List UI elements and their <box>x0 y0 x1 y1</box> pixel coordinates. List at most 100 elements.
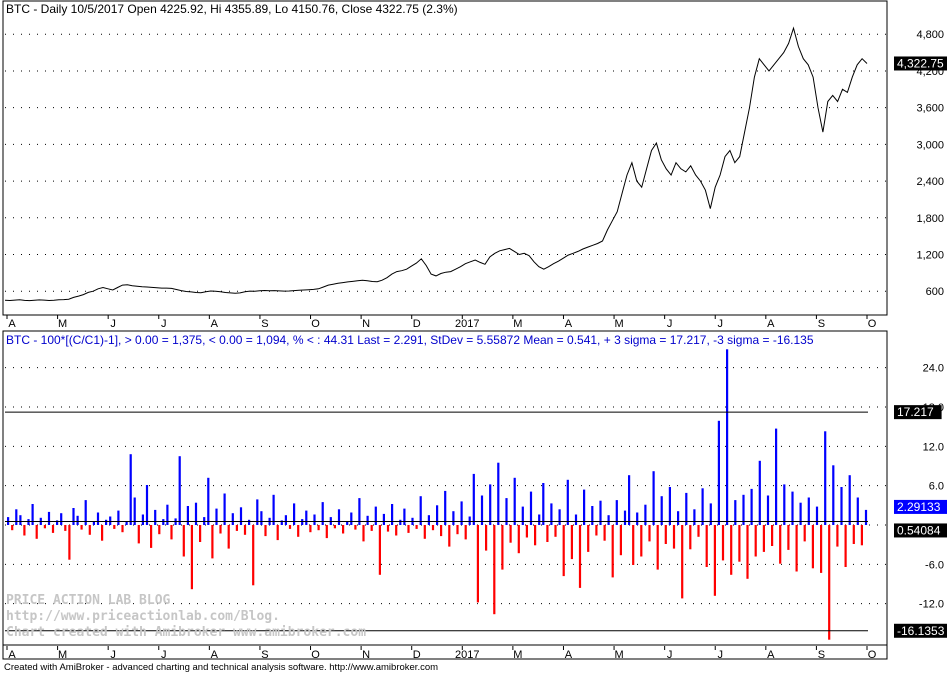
positive-bar <box>758 460 761 525</box>
positive-bar <box>574 514 578 525</box>
positive-bar <box>660 496 663 525</box>
negative-bar <box>440 525 443 537</box>
positive-bar <box>125 521 128 525</box>
negative-bar <box>227 525 230 549</box>
negative-bar <box>554 525 557 537</box>
price-x-label: A <box>767 318 775 330</box>
positive-bar <box>105 519 108 525</box>
negative-bar <box>288 525 292 529</box>
positive-bar <box>742 494 745 525</box>
positive-bar <box>84 500 87 525</box>
negative-bar <box>150 525 153 548</box>
positive-bar <box>27 519 30 525</box>
mean-tag-text: 0.54084 <box>897 523 941 537</box>
indicator-bars <box>7 349 868 640</box>
price-x-label: A <box>565 318 573 330</box>
positive-bar <box>427 515 430 525</box>
positive-bar <box>864 509 868 525</box>
negative-bar <box>697 525 700 537</box>
negative-bar <box>828 525 831 640</box>
negative-bar <box>619 525 622 556</box>
indicator-y-ticks: 24.018.012.06.0-6.0-12.0 <box>919 363 944 611</box>
indicator-y-tick-label: 12.0 <box>923 441 944 453</box>
price-x-label: O <box>868 318 877 330</box>
footer-credit: Created with AmiBroker - advanced charti… <box>4 662 438 673</box>
negative-bar <box>219 525 222 534</box>
negative-bar <box>456 525 459 535</box>
negative-bar <box>779 525 782 564</box>
positive-bar <box>623 510 627 525</box>
negative-bar <box>595 525 598 536</box>
indicator-x-label: S <box>818 649 825 661</box>
positive-bar <box>566 479 569 525</box>
indicator-x-label: A <box>565 649 573 661</box>
positive-bar <box>346 521 349 525</box>
negative-bar <box>836 525 839 547</box>
positive-bar <box>223 493 226 525</box>
positive-bar <box>538 514 541 525</box>
indicator-pane-frame <box>2 330 888 660</box>
negative-bar <box>611 525 614 578</box>
negative-bar <box>182 525 185 557</box>
indicator-x-label: J <box>717 649 723 661</box>
negative-bar <box>415 525 418 529</box>
indicator-x-label: M <box>614 649 623 661</box>
negative-bar <box>787 525 790 550</box>
positive-bar <box>505 498 508 525</box>
negative-bar <box>578 525 582 588</box>
negative-bar <box>632 525 635 565</box>
positive-bar <box>382 513 385 525</box>
positive-bar <box>824 431 827 525</box>
negative-bar <box>64 525 67 531</box>
positive-bar <box>856 497 859 525</box>
negative-bar <box>407 525 410 533</box>
positive-bar <box>399 519 402 525</box>
negative-bar <box>362 525 365 542</box>
negative-bar <box>672 525 676 549</box>
positive-bar <box>60 513 63 525</box>
positive-bar <box>284 515 287 525</box>
positive-bar <box>460 501 463 525</box>
positive-bar <box>231 513 234 525</box>
negative-bar <box>88 525 91 535</box>
positive-bar <box>615 500 618 525</box>
positive-bar <box>726 349 729 525</box>
positive-bar <box>521 506 524 525</box>
positive-bar <box>799 502 802 525</box>
indicator-y-tick-label: 6.0 <box>929 481 944 493</box>
negative-bar <box>681 525 684 599</box>
positive-bar <box>301 519 304 525</box>
positive-bar <box>133 497 136 525</box>
indicator-x-label: O <box>868 649 877 661</box>
positive-bar <box>47 511 51 525</box>
positive-bar <box>141 514 144 525</box>
positive-bar <box>452 511 455 525</box>
negative-bar <box>803 525 806 542</box>
negative-bar <box>448 525 451 547</box>
negative-bar <box>689 525 692 550</box>
price-x-label: M <box>614 318 623 330</box>
negative-bar <box>562 525 565 577</box>
price-x-label: S <box>261 318 268 330</box>
negative-bar <box>721 525 725 561</box>
positive-bar <box>280 520 283 525</box>
price-x-label: J <box>110 318 116 330</box>
negative-bar <box>525 525 528 538</box>
positive-bar <box>293 503 296 525</box>
price-x-label: A <box>211 318 219 330</box>
negative-bar <box>587 525 590 552</box>
negative-bar <box>640 525 643 557</box>
positive-bar <box>766 495 770 525</box>
negative-bar <box>325 525 328 539</box>
positive-bar <box>72 508 75 525</box>
positive-bar <box>701 488 704 525</box>
price-x-label: 2017 <box>455 318 479 330</box>
negative-bar <box>730 525 733 575</box>
value-tags: 4,322.75 17.217 2.29133 0.54084 -16.1353 <box>894 56 947 638</box>
price-y-tick-label: 1,200 <box>916 249 944 261</box>
price-y-tick-label: 1,800 <box>916 213 944 225</box>
negative-bar <box>211 525 214 559</box>
positive-bar <box>489 484 492 525</box>
price-last-tag-bg <box>894 56 947 71</box>
negative-bar <box>811 525 814 569</box>
